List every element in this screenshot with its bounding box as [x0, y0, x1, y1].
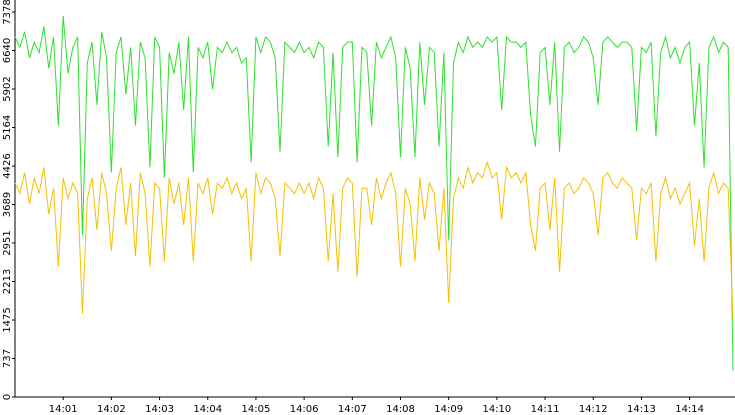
y-tick-label: 2213	[2, 269, 13, 294]
y-tick-label: 4426	[2, 153, 13, 178]
y-tick-label: 7378	[2, 0, 13, 25]
y-tick-label: 2951	[2, 230, 13, 255]
y-tick-label: 0	[2, 394, 13, 400]
y-tick-label: 5164	[2, 115, 13, 140]
x-tick-label: 14:01	[49, 404, 78, 415]
x-tick-label: 14:03	[145, 404, 174, 415]
x-tick-label: 14:09	[434, 404, 463, 415]
y-tick-label: 737	[2, 349, 13, 368]
x-tick-label: 14:13	[627, 404, 656, 415]
x-tick-label: 14:04	[193, 404, 222, 415]
x-tick-label: 14:12	[579, 404, 608, 415]
x-tick-label: 14:10	[482, 404, 511, 415]
y-tick-label: 6640	[2, 38, 13, 63]
series-line	[14, 160, 734, 319]
y-tick-label: 1475	[2, 307, 13, 332]
x-tick-label: 14:02	[97, 404, 126, 415]
x-tick-label: 14:14	[675, 404, 704, 415]
y-tick-label: 3689	[2, 192, 13, 217]
x-tick-label: 14:07	[338, 404, 367, 415]
x-tick-label: 14:06	[290, 404, 319, 415]
x-tick-label: 14:05	[242, 404, 271, 415]
series-line	[14, 16, 734, 371]
y-tick-label: 5902	[2, 76, 13, 101]
x-tick-label: 14:08	[386, 404, 415, 415]
x-tick-label: 14:11	[531, 404, 560, 415]
